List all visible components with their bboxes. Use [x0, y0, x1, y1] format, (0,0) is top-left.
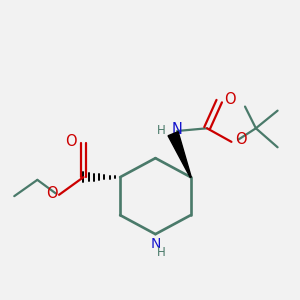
Text: O: O: [235, 132, 246, 147]
Text: H: H: [157, 124, 166, 137]
Text: H: H: [157, 246, 166, 260]
Text: N: N: [172, 122, 183, 137]
Polygon shape: [168, 132, 191, 177]
Text: O: O: [65, 134, 77, 149]
Text: O: O: [46, 186, 58, 201]
Text: N: N: [150, 237, 161, 251]
Text: O: O: [224, 92, 236, 107]
